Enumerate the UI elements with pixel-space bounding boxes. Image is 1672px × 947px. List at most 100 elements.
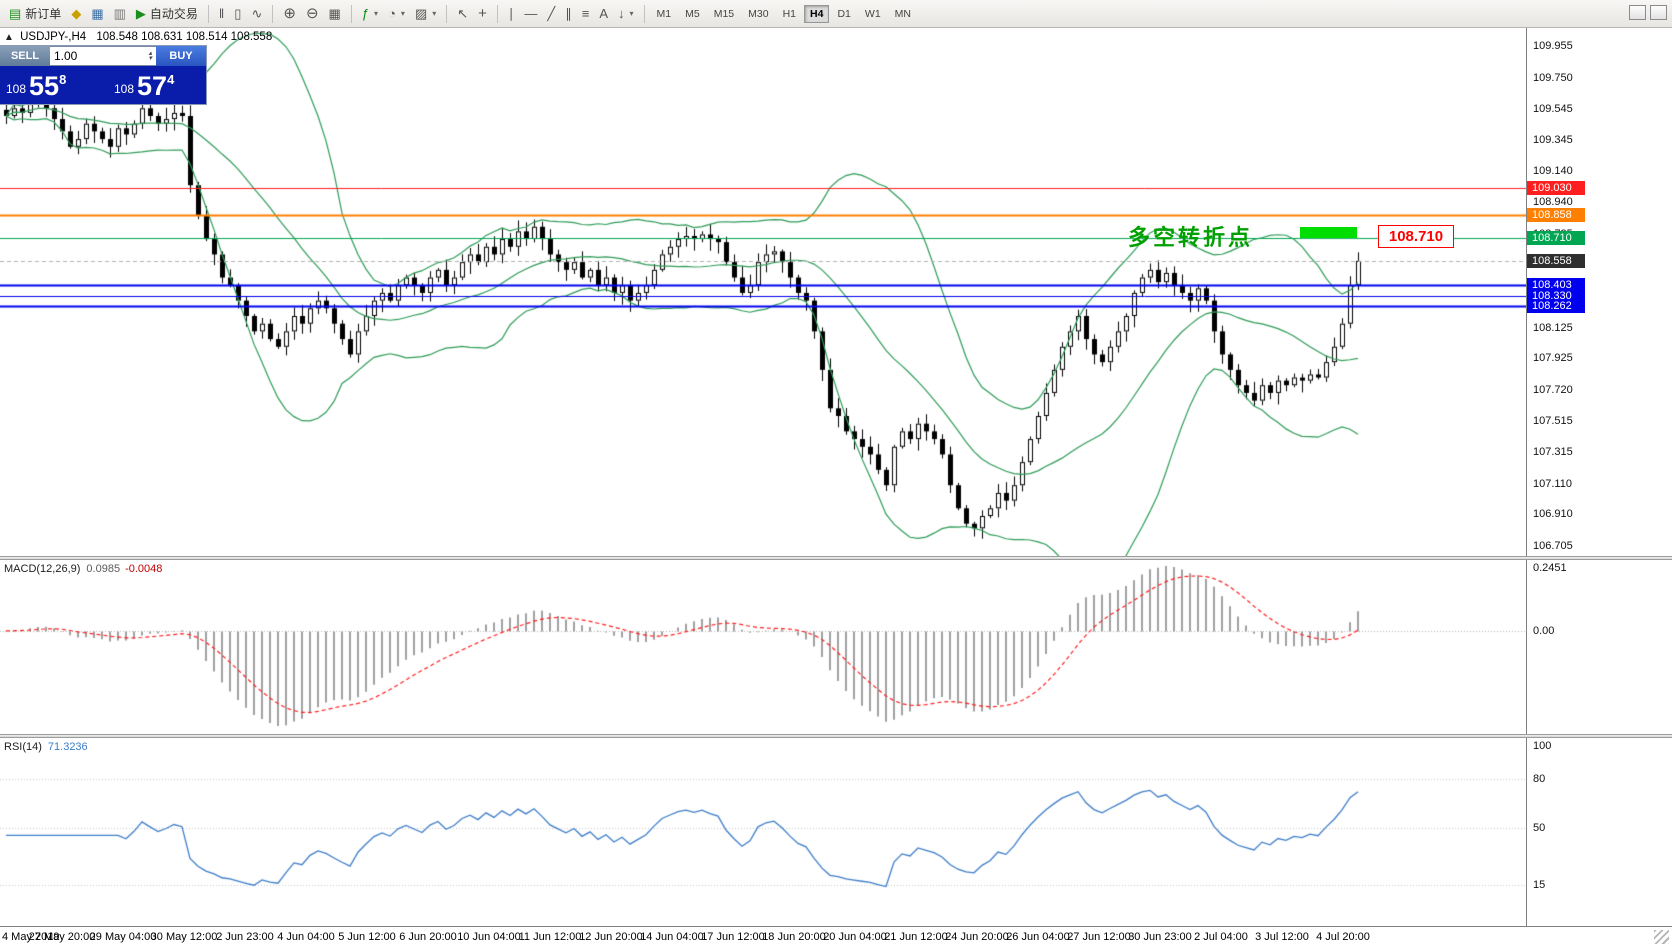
sell-button[interactable]: SELL (0, 46, 50, 66)
time-label: 27 May 20:00 (28, 931, 96, 943)
rsi-scale-tick: 50 (1533, 821, 1546, 834)
timeframe-button-m5[interactable]: M5 (685, 7, 700, 20)
navigator-icon: ▥ (113, 6, 126, 21)
text-tool-button[interactable]: A (594, 3, 613, 25)
main-chart-canvas[interactable] (0, 28, 1526, 556)
fibonacci-button[interactable]: ≡ (577, 3, 595, 25)
timeframe-button-h4[interactable]: H4 (804, 4, 830, 23)
cursor-icon: ↖ (457, 6, 469, 21)
price-callout-label[interactable]: 108.710 (1378, 225, 1454, 248)
time-label: 24 Jun 20:00 (945, 931, 1009, 943)
rsi-label: RSI(14) 71.3236 (4, 741, 88, 753)
templates-icon: ▨ (414, 6, 428, 21)
timeframe-button-m1[interactable]: M1 (656, 7, 672, 20)
equidistant-channel-button[interactable]: ∥ (560, 3, 577, 25)
line-chart-icon: ∿ (251, 6, 263, 21)
timeframe-button-mn[interactable]: MN (894, 7, 911, 20)
price-plot-area: ▲ USDJPY-,H4 108.548 108.631 108.514 108… (0, 28, 1526, 556)
volume-spinner[interactable]: ▴ ▾ (148, 50, 152, 62)
navigator-button[interactable]: ▥ (109, 3, 131, 25)
toolbar-separator (643, 4, 645, 23)
buy-price-sup: 4 (167, 72, 175, 87)
sell-price-prefix: 108 (6, 82, 27, 96)
vertical-line-button[interactable]: ∣ (503, 3, 520, 25)
volume-field[interactable]: 1.00 ▴ ▾ (50, 46, 156, 66)
price-tick: 109.545 (1533, 103, 1573, 116)
macd-value: 0.0985 (86, 563, 121, 575)
tile-windows-button[interactable]: ▦ (324, 3, 346, 25)
toolbar-separator (272, 4, 274, 23)
price-tick: 109.345 (1533, 133, 1573, 146)
horizontal-line-button[interactable]: ― (519, 3, 542, 25)
price-chart-pane: ▲ USDJPY-,H4 108.548 108.631 108.514 108… (0, 28, 1672, 556)
highlight-rectangle[interactable] (1300, 227, 1357, 238)
price-axis[interactable]: 109.955 109.750 109.545 109.345 109.140 108.9… (1526, 28, 1672, 556)
rsi-scale-tick: 15 (1533, 879, 1546, 892)
price-tick: 108.125 (1533, 321, 1573, 334)
bar-chart-button[interactable]: ‖ (214, 3, 229, 25)
buy-price-prefix: 108 (114, 82, 135, 96)
timeframe-button-d1[interactable]: D1 (837, 7, 851, 20)
indicators-button[interactable]: ƒ ▾ (357, 3, 383, 25)
cursor-button[interactable]: ↖ (452, 3, 473, 25)
crosshair-button[interactable]: + (473, 3, 492, 25)
trendline-button[interactable]: ╱ (542, 3, 560, 25)
time-label: 4 May 2019 (2, 931, 60, 943)
restore-chart-button[interactable] (1650, 5, 1667, 20)
pane-divider[interactable] (0, 556, 1672, 560)
arrows-tool-button[interactable]: ↓ ▾ (613, 3, 639, 25)
price-tick: 109.140 (1533, 165, 1573, 178)
timeframe-button-h1[interactable]: H1 (782, 7, 797, 20)
chart-symbol-icon: ▲ (4, 32, 14, 43)
data-window-button[interactable]: ▦ (86, 3, 108, 25)
toolbar: ▤ 新订单 ◆ ▦ ▥ ▶ 自动交易 ‖ ▯ ∿ ⊕ ⊖ ▦ ƒ ▾ ◔ ▾ ▨ ▾ … (0, 0, 1672, 28)
volume-down-icon[interactable]: ▾ (148, 55, 152, 62)
macd-signal-value: -0.0048 (125, 563, 163, 575)
rsi-axis[interactable]: 100 80 50 15 (1526, 738, 1672, 926)
auto-trading-button[interactable]: ▶ 自动交易 (131, 3, 203, 25)
turning-point-annotation[interactable]: 多空转折点 (1128, 225, 1254, 250)
minimize-chart-button[interactable] (1629, 5, 1646, 20)
auto-trading-label: 自动交易 (149, 7, 198, 21)
new-order-button[interactable]: ▤ 新订单 (4, 3, 66, 25)
trendline-icon: ╱ (547, 6, 556, 21)
market-watch-button[interactable]: ◆ (66, 3, 86, 25)
rsi-canvas[interactable] (0, 738, 1526, 926)
zoom-in-button[interactable]: ⊕ (278, 3, 301, 25)
price-tick: 107.925 (1533, 352, 1573, 365)
rsi-value: 71.3236 (47, 741, 88, 753)
indicators-icon: ƒ (361, 6, 370, 21)
time-label: 5 Jun 12:00 (338, 931, 396, 943)
time-label: 2 Jul 04:00 (1194, 931, 1248, 943)
periods-button[interactable]: ◔ ▾ (383, 3, 410, 25)
macd-label: MACD(12,26,9) 0.0985 -0.0048 (4, 563, 162, 575)
horizontal-line-icon: ― (524, 6, 538, 21)
chevron-down-icon: ▾ (629, 9, 634, 18)
zoom-out-icon: ⊖ (305, 5, 319, 22)
periods-icon: ◔ (388, 6, 396, 21)
time-axis[interactable]: 4 May 2019 27 May 20:00 29 May 04:00 30 May… (0, 926, 1672, 947)
macd-canvas[interactable] (0, 560, 1526, 734)
buy-price-big: 57 (137, 71, 168, 101)
candlestick-chart-button[interactable]: ▯ (229, 3, 246, 25)
macd-axis[interactable]: 0.2451 0.00 -0.4187 (1526, 560, 1672, 734)
new-order-label: 新订单 (25, 7, 62, 21)
buy-price[interactable]: 108 57 4 (98, 66, 206, 104)
resize-grip[interactable] (1654, 930, 1669, 944)
price-tick: 106.910 (1533, 508, 1573, 521)
chevron-down-icon: ▾ (374, 9, 379, 18)
timeframe-button-m30[interactable]: M30 (748, 7, 769, 20)
sell-price[interactable]: 108 55 8 (0, 66, 98, 104)
pane-divider[interactable] (0, 734, 1672, 738)
rsi-plot-area: RSI(14) 71.3236 (0, 738, 1526, 926)
buy-button[interactable]: BUY (156, 46, 206, 66)
time-label: 4 Jul 20:00 (1316, 931, 1370, 943)
timeframe-button-m15[interactable]: M15 (713, 7, 735, 20)
time-label: 14 Jun 04:00 (640, 931, 704, 943)
volume-up-icon[interactable]: ▴ (148, 50, 152, 57)
line-chart-button[interactable]: ∿ (246, 3, 267, 25)
templates-button[interactable]: ▨ ▾ (410, 3, 441, 25)
time-label: 11 Jun 12:00 (518, 931, 582, 943)
timeframe-button-w1[interactable]: W1 (864, 7, 881, 20)
zoom-out-button[interactable]: ⊖ (301, 3, 324, 25)
